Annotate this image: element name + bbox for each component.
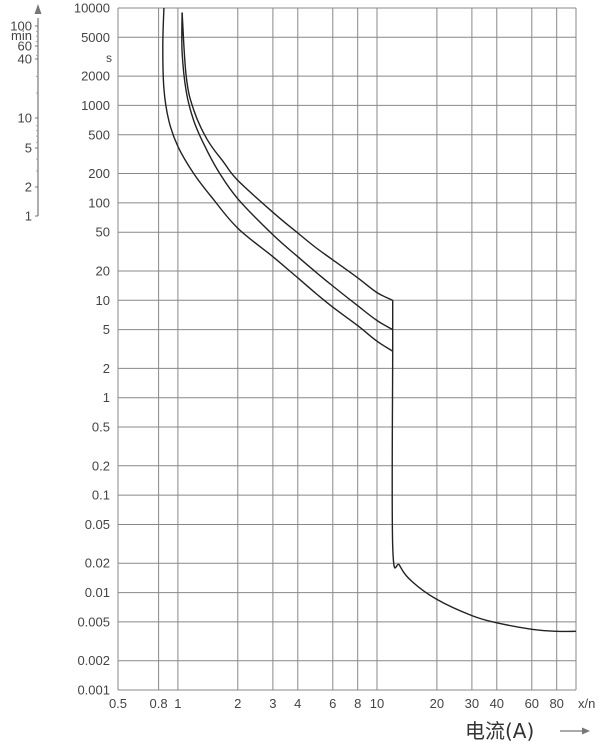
- x-tick-labels: 0.5 0.8 1 2 3 4 6 8 10 20 30 40 60 80: [109, 696, 564, 711]
- minute-unit-label: min: [11, 28, 32, 43]
- x-tick-label: 20: [430, 696, 444, 711]
- y-tick-label: 0.5: [92, 420, 110, 435]
- minute-tick-label: 60: [18, 39, 32, 54]
- x-tick-label: 3: [269, 696, 276, 711]
- minute-tick-label: 10: [18, 111, 32, 126]
- y-tick-label: 50: [96, 225, 110, 240]
- x-tick-label: 60: [525, 696, 539, 711]
- x-tick-label: 2: [234, 696, 241, 711]
- y-tick-label: 10000: [74, 1, 110, 16]
- minute-tick-label: 1: [25, 209, 32, 224]
- y-tick-label: 5000: [81, 30, 110, 45]
- series-layer: [162, 7, 577, 633]
- seconds-unit-label: s: [106, 51, 112, 65]
- x-tick-label: 1: [174, 696, 181, 711]
- minute-tick-label: 5: [25, 141, 32, 156]
- x-tick-label: 80: [549, 696, 563, 711]
- y-tick-label: 1: [103, 390, 110, 405]
- y-tick-label: 2000: [81, 69, 110, 84]
- y-tick-label: 0.002: [77, 653, 110, 668]
- series-curve-4: [391, 300, 577, 633]
- minute-tick-label: 2: [25, 180, 32, 195]
- y-tick-label: 0.02: [85, 556, 110, 571]
- y-tick-label: 20: [96, 264, 110, 279]
- y-tick-label: 0.001: [77, 683, 110, 698]
- grid: [117, 7, 577, 691]
- y-tick-label: 0.05: [85, 517, 110, 532]
- y-tick-label: 2: [103, 361, 110, 376]
- x-tick-label: 40: [490, 696, 504, 711]
- x-tick-label: 10: [370, 696, 384, 711]
- y-tick-label: 0.1: [92, 488, 110, 503]
- y-tick-label: 0.2: [92, 458, 110, 473]
- series-curve-2: [181, 12, 394, 331]
- x-tick-label: 30: [465, 696, 479, 711]
- y-tick-label: 0.005: [77, 614, 110, 629]
- x-unit-label: x/n: [578, 696, 595, 711]
- y-tick-label: 5: [103, 322, 110, 337]
- minute-tick-label: 40: [18, 52, 32, 67]
- x-tick-label: 8: [354, 696, 361, 711]
- x-axis-arrow: [560, 727, 590, 735]
- y-tick-label: 200: [88, 166, 110, 181]
- minute-tick-label: 100: [10, 19, 32, 34]
- y-tick-label: 0.01: [85, 585, 110, 600]
- minute-axis-arrow: [34, 4, 42, 14]
- y-tick-label: 1000: [81, 98, 110, 113]
- x-tick-label: 4: [294, 696, 301, 711]
- x-tick-label: 0.8: [150, 696, 168, 711]
- series-curve-1: [162, 7, 394, 352]
- x-axis-label: 电流(A): [465, 719, 534, 742]
- series-curve-3: [181, 12, 394, 301]
- y-tick-label: 500: [88, 127, 110, 142]
- y-tick-labels: 10000 5000 2000 1000 500 200 100 50 20 10 5 2 1 0.5 0.…: [74, 1, 110, 698]
- x-tick-label: 6: [329, 696, 336, 711]
- y-tick-label: 100: [88, 195, 110, 210]
- y-tick-label: 10: [96, 293, 110, 308]
- x-tick-label: 0.5: [109, 696, 127, 711]
